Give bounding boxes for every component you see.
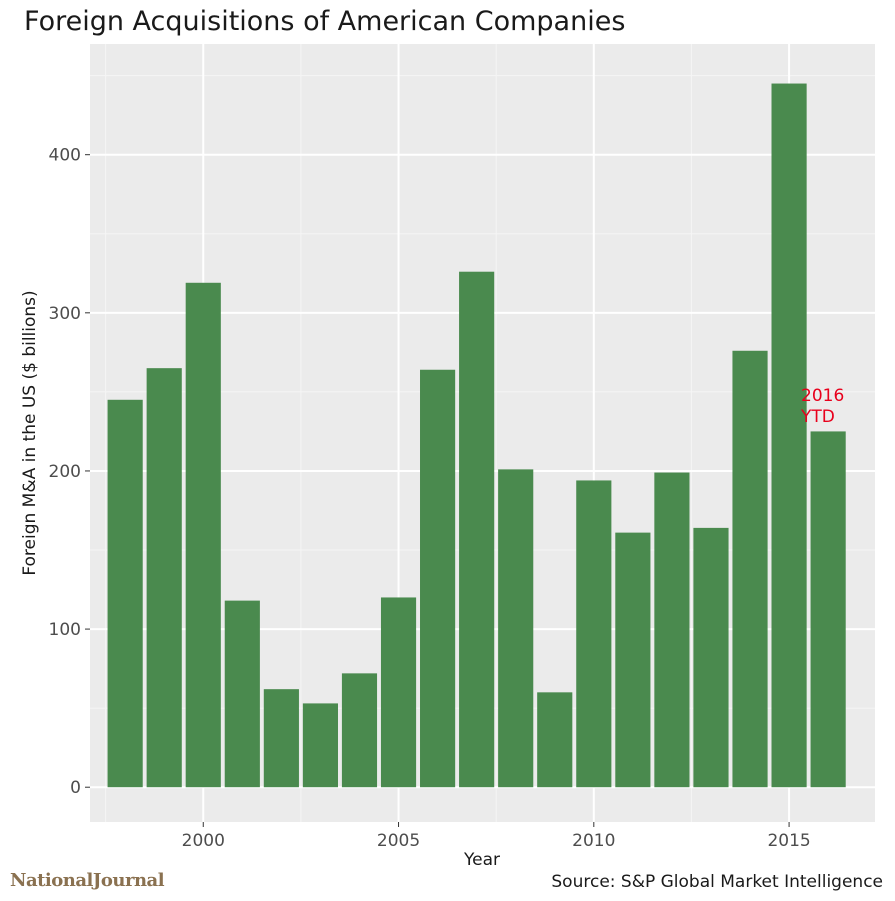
bar-2012 [654, 472, 690, 788]
x-tick-label: 2000 [182, 831, 225, 851]
y-tick-label: 400 [49, 146, 81, 166]
bar-1999 [146, 368, 182, 788]
bar-2005 [380, 597, 417, 788]
bar-2010 [576, 480, 612, 788]
bar-2004 [341, 673, 378, 788]
source-note: Source: S&P Global Market Intelligence [551, 872, 883, 892]
x-tick-label: 2010 [572, 831, 615, 851]
bar-2002 [263, 689, 299, 788]
bar-2014 [732, 350, 768, 788]
bar-2009 [537, 692, 573, 788]
bar-2011 [615, 532, 651, 788]
y-tick-label: 0 [70, 778, 81, 798]
bar-2007 [459, 271, 495, 788]
chart-title: Foreign Acquisitions of American Compani… [24, 6, 626, 37]
bar-2000 [185, 282, 221, 788]
bar-1998 [107, 399, 143, 788]
bar-2003 [302, 703, 338, 788]
annotation-ytd: YTD [801, 407, 835, 427]
bar-2015 [771, 83, 807, 788]
y-axis-label: Foreign M&A in the US ($ billions) [20, 290, 40, 576]
bar-2001 [224, 600, 260, 788]
bar-2008 [498, 469, 534, 788]
y-tick-label: 300 [49, 304, 81, 324]
ytd-annotation: 2016 YTD [801, 386, 844, 428]
annotation-year: 2016 [801, 386, 845, 406]
y-tick-label: 200 [49, 462, 81, 482]
x-tick-label: 2015 [767, 831, 810, 851]
bar-2013 [693, 527, 729, 788]
x-tick-label: 2005 [377, 831, 420, 851]
y-tick-label: 100 [49, 620, 81, 640]
bar-2016 [810, 431, 846, 788]
x-axis-label: Year [464, 850, 500, 870]
national-journal-logo: NationalJournal [10, 870, 165, 891]
bar-2006 [420, 369, 456, 788]
